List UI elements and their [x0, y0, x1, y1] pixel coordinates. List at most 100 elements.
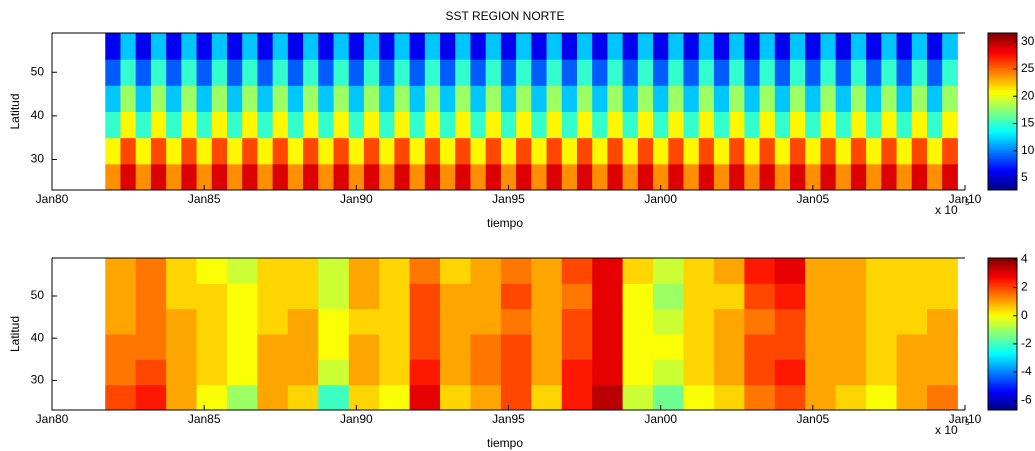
heat-cell	[196, 384, 228, 411]
heat-cell	[424, 163, 441, 191]
y-tick-label: 40	[31, 330, 45, 344]
heat-cell	[531, 137, 548, 165]
y-tick-label: 50	[31, 288, 45, 302]
heat-cell	[455, 111, 471, 139]
heat-cell	[531, 111, 548, 139]
heat-cell	[866, 111, 882, 139]
heat-cell	[592, 384, 624, 411]
heat-cell	[211, 163, 228, 191]
heat-cell	[318, 163, 335, 191]
heat-cell	[287, 59, 304, 86]
heat-cell	[120, 59, 137, 86]
heat-cell	[881, 59, 898, 86]
heat-cell	[409, 111, 426, 139]
heat-cell	[500, 384, 532, 411]
x-tick-label: Jan85	[188, 412, 221, 426]
heat-cell	[470, 308, 502, 335]
heat-cell	[683, 334, 715, 360]
heat-cell	[759, 33, 776, 60]
heat-cell	[440, 111, 456, 139]
colorbar-swatch	[988, 165, 1017, 169]
heat-cell	[653, 137, 669, 165]
x-tick-label: Jan85	[188, 192, 221, 206]
heat-cell	[683, 384, 715, 411]
colorbar-swatch	[988, 277, 1017, 280]
heat-cell	[166, 308, 198, 335]
colorbar-swatch	[988, 322, 1017, 325]
x-offset-label: x 10	[935, 423, 958, 437]
colorbar-swatch	[988, 317, 1017, 321]
heat-cell	[379, 163, 395, 191]
heat-cell	[150, 85, 167, 112]
colorbar-swatch	[988, 45, 1017, 49]
colorbar-tick-label: 5	[1021, 170, 1028, 184]
colorbar-swatch	[988, 267, 1017, 271]
heat-cell	[637, 33, 654, 60]
heat-cell	[455, 137, 471, 165]
y-axis-title: Latitud	[8, 316, 22, 352]
colorbar-swatch	[988, 94, 1017, 98]
heat-cell	[835, 359, 867, 386]
heat-cell	[592, 137, 608, 165]
heat-cell	[744, 59, 761, 86]
heat-cell	[287, 258, 319, 284]
heat-cell	[226, 111, 243, 139]
heat-cell	[135, 33, 152, 60]
heat-cell	[257, 384, 289, 411]
heat-cell	[196, 85, 213, 112]
heat-cell	[911, 59, 928, 86]
heat-cell	[226, 283, 258, 310]
heat-cell	[531, 258, 563, 284]
heat-cell	[363, 59, 380, 86]
heat-cell	[729, 33, 745, 60]
y-tick-label: 50	[31, 64, 45, 78]
heat-cell	[926, 111, 943, 139]
heat-cell	[303, 111, 319, 139]
colorbar-swatch	[988, 281, 1017, 285]
heat-cell	[242, 59, 258, 86]
heat-cell	[303, 33, 319, 60]
colorbar-swatch	[988, 383, 1017, 387]
heat-cell	[835, 59, 852, 86]
heat-cell	[287, 111, 304, 139]
colorbar-swatch	[988, 128, 1017, 132]
heat-cell	[181, 137, 198, 165]
colorbar-swatch	[988, 79, 1017, 83]
heat-cell	[135, 85, 152, 112]
heat-cell	[622, 359, 654, 386]
heat-cell	[592, 334, 624, 360]
heat-cell	[348, 59, 365, 86]
heat-cell	[196, 334, 228, 360]
heat-cell	[105, 137, 121, 165]
heat-cell	[561, 33, 578, 60]
colorbar-swatch	[988, 343, 1017, 347]
heat-cell	[607, 59, 624, 86]
heat-cell	[835, 33, 852, 60]
heat-cell	[166, 33, 182, 60]
heat-cell	[424, 111, 441, 139]
heat-cell	[698, 33, 715, 60]
colorbar-swatch	[988, 113, 1017, 117]
colorbar-swatch	[988, 167, 1017, 171]
heat-cell	[105, 359, 137, 386]
heat-cell	[683, 283, 715, 310]
heat-cell	[592, 258, 624, 284]
heat-cell	[348, 384, 380, 411]
heat-cell	[881, 137, 898, 165]
heat-cell	[105, 85, 121, 112]
heat-cell	[942, 59, 958, 86]
heat-cell	[713, 137, 730, 165]
heat-cell	[622, 258, 654, 284]
colorbar-swatch	[988, 402, 1017, 406]
heat-cell	[744, 258, 776, 284]
heat-cell	[318, 384, 350, 411]
heat-cell	[440, 85, 456, 112]
heat-cell	[942, 137, 958, 165]
colorbar-swatch	[988, 331, 1017, 335]
heat-cell	[135, 384, 167, 411]
heat-cell	[866, 384, 898, 411]
heat-cell	[911, 33, 928, 60]
heat-cell	[531, 308, 563, 335]
heat-cell	[866, 334, 898, 360]
heat-cell	[637, 85, 654, 112]
